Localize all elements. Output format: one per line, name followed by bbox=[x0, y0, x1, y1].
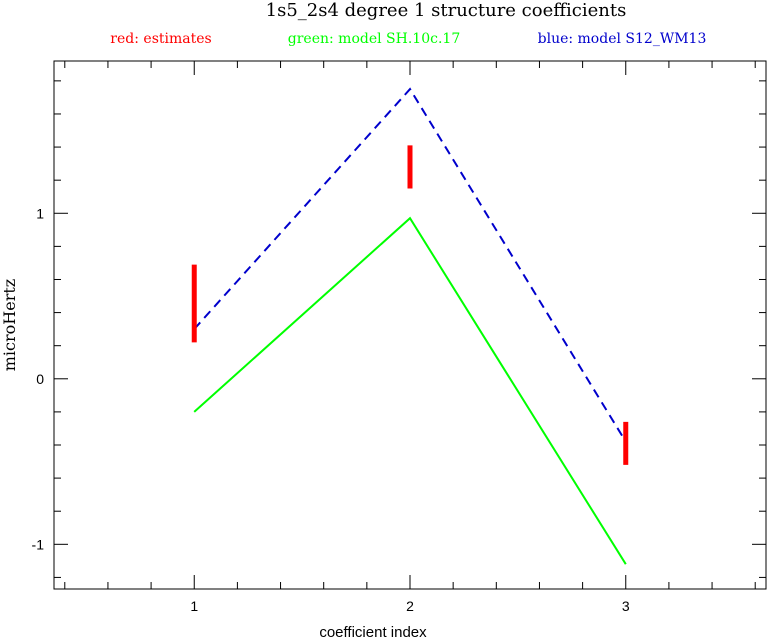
x-tick-label: 1 bbox=[190, 598, 198, 614]
legend-model-sh10c17: green: model SH.10c.17 bbox=[288, 31, 460, 47]
y-axis-label: microHertz bbox=[0, 279, 19, 371]
plot-frame bbox=[53, 60, 767, 590]
y-tick-label: 1 bbox=[36, 205, 44, 221]
y-tick-label: -1 bbox=[32, 536, 45, 552]
x-tick-label: 2 bbox=[406, 598, 414, 614]
legend-estimates: red: estimates bbox=[110, 31, 211, 47]
chart-title: 1s5_2s4 degree 1 structure coefficients bbox=[266, 0, 627, 21]
x-axis-label: coefficient index bbox=[319, 624, 427, 641]
y-tick-label: 0 bbox=[36, 371, 44, 387]
x-tick-label: 3 bbox=[622, 598, 630, 614]
series-line-model-s12-wm13 bbox=[193, 87, 627, 443]
series-line-model-sh-10c-17 bbox=[193, 216, 627, 565]
legend-model-s12wm13: blue: model S12_WM13 bbox=[538, 31, 707, 47]
